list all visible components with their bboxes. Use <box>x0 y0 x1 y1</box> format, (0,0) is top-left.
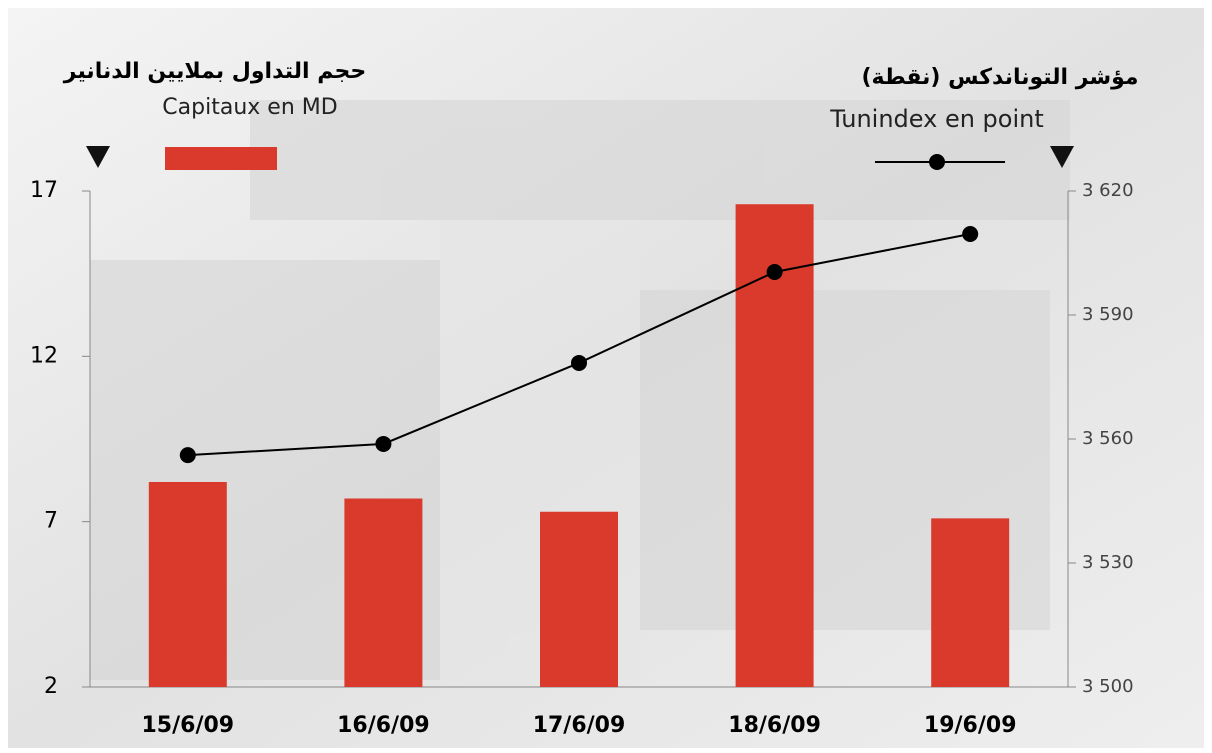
y-tick-label: 17 <box>30 178 58 203</box>
bar <box>149 482 227 687</box>
bar <box>931 518 1009 687</box>
y2-axis-title: مؤشر التوناندكس (نقطة) <box>862 65 1139 90</box>
legend-label: Tunindex en point <box>829 105 1044 133</box>
y2-tick-label: 3 530 <box>1082 552 1134 573</box>
y-tick-label: 12 <box>30 343 58 368</box>
line-point <box>962 226 978 242</box>
x-tick-label: 16/6/09 <box>337 713 430 738</box>
x-tick-label: 15/6/09 <box>141 713 234 738</box>
y2-tick-label: 3 620 <box>1082 180 1134 201</box>
x-tick-label: 19/6/09 <box>924 713 1017 738</box>
y2-tick-label: 3 590 <box>1082 304 1134 325</box>
legend-label: Capitaux en MD <box>162 95 337 120</box>
page: حجم التداول بملايين الدنانير Capitaux en… <box>0 0 1212 753</box>
chart: حجم التداول بملايين الدنانير Capitaux en… <box>0 0 1212 753</box>
y2-tick-label: 3 500 <box>1082 676 1134 697</box>
x-tick-label: 18/6/09 <box>728 713 821 738</box>
legend-swatch <box>929 154 945 170</box>
y-tick-label: 2 <box>44 674 58 699</box>
y-axis-title: حجم التداول بملايين الدنانير <box>63 59 366 84</box>
x-tick-label: 17/6/09 <box>533 713 626 738</box>
line-point <box>767 264 783 280</box>
line-point <box>571 355 587 371</box>
bar <box>344 499 422 687</box>
line-point <box>375 436 391 452</box>
bar <box>540 512 618 687</box>
line-point <box>180 447 196 463</box>
legend-swatch <box>165 147 277 170</box>
y-tick-label: 7 <box>44 509 58 534</box>
y2-tick-label: 3 560 <box>1082 428 1134 449</box>
